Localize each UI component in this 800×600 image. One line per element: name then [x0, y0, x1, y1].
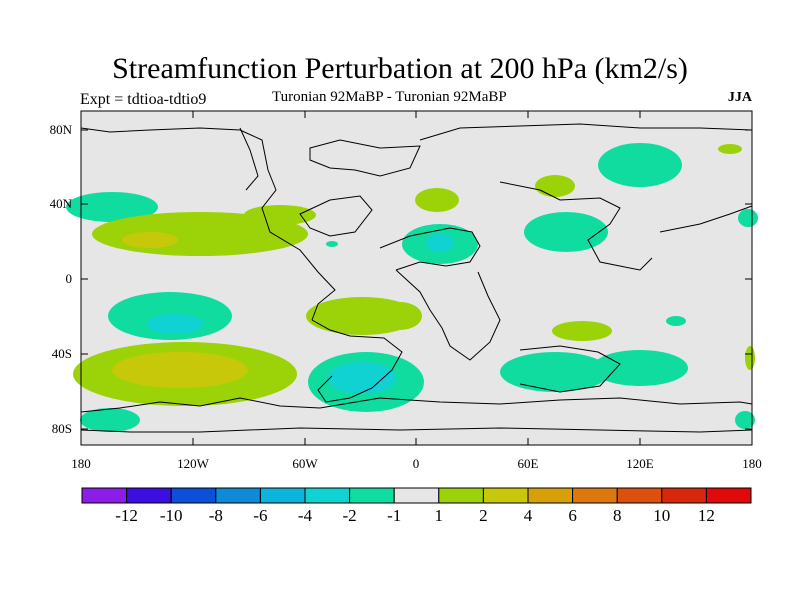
coast-antarctica-south: [80, 427, 753, 433]
contour-neg-13: [326, 241, 338, 247]
coast-south-america: [311, 319, 403, 403]
colorbar-label: -6: [253, 506, 268, 525]
colorbar-box: [572, 487, 618, 504]
coast-india-australia: [519, 345, 621, 393]
coast-east-asia: [659, 205, 753, 233]
colorbar-box: [215, 487, 261, 504]
contour-pos-7: [718, 144, 742, 154]
contour-neg-1: [66, 192, 158, 222]
coast-north-america-west: [80, 127, 336, 321]
colorbar-box: [661, 487, 707, 504]
contour-pos-6: [552, 321, 612, 341]
season-label: JJA: [727, 90, 752, 105]
coast-africa: [395, 269, 501, 361]
colorbar-label: 10: [653, 506, 671, 525]
lon-label-0: 0: [412, 456, 420, 471]
period-label: Turonian 92MaBP - Turonian 92MaBP: [272, 89, 507, 105]
coast-north-asia: [419, 123, 753, 141]
colorbar-box: [616, 487, 663, 504]
colorbar-label: -1: [387, 506, 402, 525]
contour-pos-8: [745, 346, 755, 370]
contour-neg-10: [80, 408, 140, 432]
colorbar-label: 2: [479, 506, 488, 525]
contour-pos-1-core: [122, 232, 178, 248]
colorbar-box: [482, 487, 529, 504]
colorbar-box: [259, 487, 306, 504]
coast-atlantic-block: [299, 195, 373, 237]
lon-label-180e: 180: [742, 456, 762, 471]
contour-neg-11: [735, 411, 755, 429]
lon-label-120e: 120E: [626, 456, 654, 471]
lat-label-40n: 40N: [49, 196, 72, 211]
contour-neg-12: [666, 316, 686, 326]
colorbar-box: [170, 487, 217, 504]
colorbar-label: -8: [208, 506, 223, 525]
lon-label-120w: 120W: [177, 456, 209, 471]
coastlines: [80, 123, 753, 433]
contour-neg-2-core: [147, 314, 203, 334]
contour-neg-6-core: [426, 234, 454, 252]
contour-pos-4: [415, 188, 459, 212]
contour-fill: [66, 143, 758, 432]
colorbar-label: -2: [342, 506, 357, 525]
colorbar-box: [393, 487, 440, 504]
contour-pos-5: [535, 175, 575, 197]
contour-neg-9: [592, 350, 688, 386]
contour-neg-4: [524, 212, 608, 252]
colorbar-label: 12: [697, 506, 715, 525]
lat-label-80s: 80S: [51, 421, 72, 436]
lat-label-80n: 80N: [49, 122, 72, 137]
lon-label-60w: 60W: [292, 456, 318, 471]
colorbar-box: [304, 487, 351, 504]
colorbar-label: 8: [612, 506, 622, 525]
axis-ticks: [80, 111, 753, 445]
colorbar-label: -4: [297, 506, 313, 525]
lat-label-equator: 0: [65, 271, 73, 286]
contour-pos-2-core: [112, 352, 248, 388]
colorbar-box: [438, 487, 484, 504]
coast-greenland: [309, 139, 421, 177]
contour-pos-3b: [378, 302, 422, 330]
contour-neg-8: [500, 352, 610, 392]
colorbar-label: 6: [568, 506, 577, 525]
colorbar-label: 4: [523, 506, 533, 525]
contour-pos-1b: [244, 205, 316, 225]
lat-label-40s: 40S: [51, 346, 72, 361]
colorbar-label: -12: [115, 506, 138, 525]
contour-neg-3: [598, 143, 682, 187]
colorbar-box: [81, 487, 128, 504]
colorbar-label: 1: [434, 506, 444, 525]
contour-neg-5: [738, 209, 758, 227]
coast-arctic-peninsula: [239, 127, 259, 191]
coast-asia-south: [499, 181, 653, 271]
experiment-label: Expt = tdtioa-tdtio9: [80, 91, 207, 108]
colorbar: [81, 487, 752, 504]
coast-africa-north: [379, 227, 481, 271]
lon-label-180w: 180: [71, 456, 91, 471]
colorbar-box: [349, 487, 395, 504]
lon-label-60e: 60E: [517, 456, 539, 471]
colorbar-box: [705, 487, 752, 504]
contour-neg-7-core: [328, 362, 396, 394]
colorbar-label: -10: [159, 506, 183, 525]
coast-antarctica: [80, 397, 753, 413]
plot-title: Streamfunction Perturbation at 200 hPa (…: [112, 52, 688, 85]
colorbar-box: [527, 487, 574, 504]
colorbar-box: [126, 487, 172, 504]
